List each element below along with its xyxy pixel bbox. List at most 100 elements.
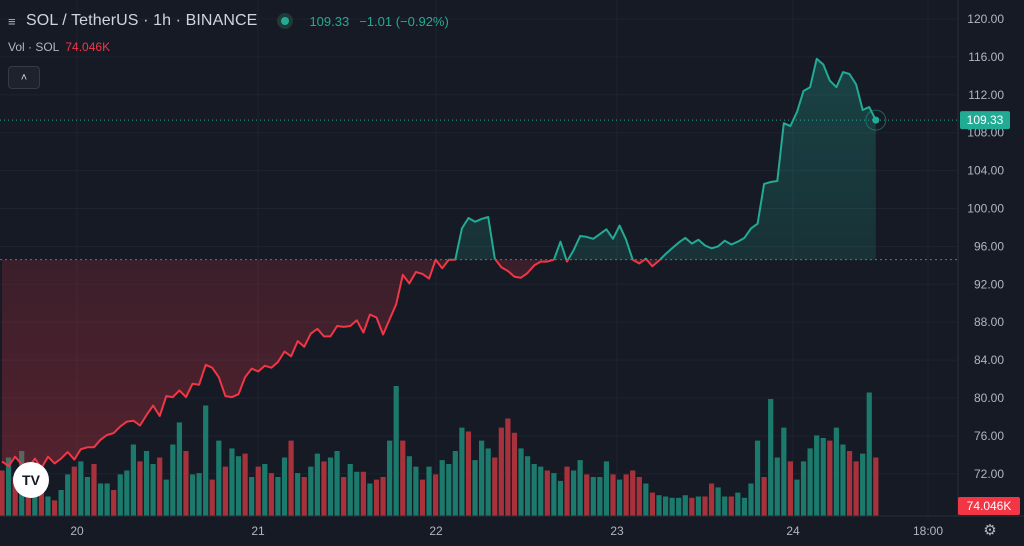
volume-bar xyxy=(433,474,439,516)
x-tick-label: 23 xyxy=(610,524,624,538)
volume-bar xyxy=(787,461,793,516)
volume-bar xyxy=(492,457,498,516)
volume-bar xyxy=(472,460,478,516)
volume-bar xyxy=(334,451,340,516)
volume-bar xyxy=(406,456,412,516)
volume-bar xyxy=(295,473,301,516)
volume-bar xyxy=(754,440,761,516)
tradingview-logo[interactable]: TV xyxy=(13,462,49,498)
price-area-fills xyxy=(0,58,958,469)
volume-bar xyxy=(636,477,642,516)
volume-bars xyxy=(0,386,879,516)
volume-bar xyxy=(400,440,406,516)
volume-bar xyxy=(544,470,550,516)
volume-bar xyxy=(538,466,544,516)
volume-bar xyxy=(45,496,51,516)
volume-bar xyxy=(288,440,294,516)
y-tick-label: 112.00 xyxy=(968,88,1004,102)
volume-bar xyxy=(275,477,281,516)
menu-icon[interactable]: ≡ xyxy=(8,13,16,29)
volume-bar xyxy=(419,479,426,516)
volume-bar xyxy=(446,464,452,516)
last-price: 109.33 xyxy=(309,13,350,29)
volume-bar xyxy=(827,440,833,516)
last-price-badge xyxy=(960,111,1010,130)
volume-bar xyxy=(761,477,767,516)
volume-bar xyxy=(203,405,209,516)
volume-bar xyxy=(91,464,97,516)
volume-bar xyxy=(794,479,800,516)
volume-bar xyxy=(669,497,675,516)
x-tick-label: 22 xyxy=(429,524,443,538)
y-tick-label: 88.00 xyxy=(974,315,1004,329)
y-tick-label: 100.00 xyxy=(967,202,1004,216)
volume-bar xyxy=(846,451,853,516)
volume-bar xyxy=(616,479,623,516)
volume-bar xyxy=(676,497,682,516)
volume-bar xyxy=(662,496,669,516)
volume-bar xyxy=(479,440,485,516)
volume-bar xyxy=(577,460,583,516)
volume-bar xyxy=(465,431,472,516)
gear-icon[interactable]: ⚙ xyxy=(983,522,997,539)
volume-bar xyxy=(12,477,18,516)
price-line-down xyxy=(1,259,662,470)
volume-bar xyxy=(840,444,846,516)
volume-bar xyxy=(262,464,268,516)
volume-bar xyxy=(459,427,465,516)
market-status-icon[interactable] xyxy=(277,13,294,29)
time-axis[interactable]: 20 21 22 23 24 18:00 xyxy=(0,515,1024,538)
volume-bar xyxy=(117,474,123,516)
volume-bar xyxy=(170,444,176,516)
volume-bar xyxy=(735,492,741,516)
volume-bar xyxy=(281,457,288,516)
collapse-legend-button[interactable]: ˄ xyxy=(8,66,40,89)
volume-bar xyxy=(768,399,774,516)
y-tick-label: 76.00 xyxy=(974,429,1004,443)
volume-bar xyxy=(387,440,393,516)
volume-bar xyxy=(820,438,826,516)
volume-bar xyxy=(301,477,307,516)
volume-bar xyxy=(643,483,649,516)
volume-bar xyxy=(189,474,196,516)
volume-bar xyxy=(235,456,242,516)
volume-bar xyxy=(393,386,399,516)
price-axis[interactable]: 120.00 116.00 112.00 108.00 104.00 100.00 96.0… xyxy=(957,0,1024,546)
volume-bar xyxy=(176,422,182,516)
volume-bar xyxy=(597,477,603,516)
volume-bar xyxy=(682,495,688,516)
volume-label[interactable]: Vol · SOL xyxy=(8,40,60,54)
volume-bar xyxy=(564,466,570,516)
volume-bar xyxy=(649,492,656,516)
volume-bar xyxy=(439,460,445,516)
volume-bar xyxy=(216,440,222,516)
volume-bar xyxy=(196,473,202,516)
area-fill-above xyxy=(455,58,876,260)
volume-bar xyxy=(111,490,117,516)
volume-bar xyxy=(551,473,557,516)
volume-bar xyxy=(531,464,537,516)
volume-bar xyxy=(347,464,353,516)
volume-bar xyxy=(242,453,248,516)
volume-bar xyxy=(702,496,708,516)
chart-header: ≡ SOL / TetherUS · 1h · BINANCE 109.33 −… xyxy=(8,9,449,33)
x-tick-label: 20 xyxy=(70,524,84,538)
volume-bar xyxy=(130,444,136,516)
volume-bar xyxy=(367,483,373,516)
last-price-marks xyxy=(0,109,958,131)
volume-bar xyxy=(873,457,879,516)
volume-bar xyxy=(124,470,130,516)
volume-bar xyxy=(485,448,491,516)
volume-value: 74.046K xyxy=(65,40,111,54)
volume-bar xyxy=(623,474,629,516)
y-tick-label: 84.00 xyxy=(974,353,1004,367)
volume-legend: Vol · SOL 74.046K xyxy=(8,40,110,54)
volume-bar xyxy=(518,448,524,516)
symbol-title[interactable]: SOL / TetherUS · 1h · BINANCE xyxy=(26,12,258,29)
chevron-up-icon: ˄ xyxy=(20,71,28,84)
volume-bar xyxy=(603,461,610,516)
volume-bar xyxy=(327,457,334,516)
y-tick-label: 116.00 xyxy=(968,50,1004,64)
y-tick-label: 96.00 xyxy=(974,239,1004,253)
